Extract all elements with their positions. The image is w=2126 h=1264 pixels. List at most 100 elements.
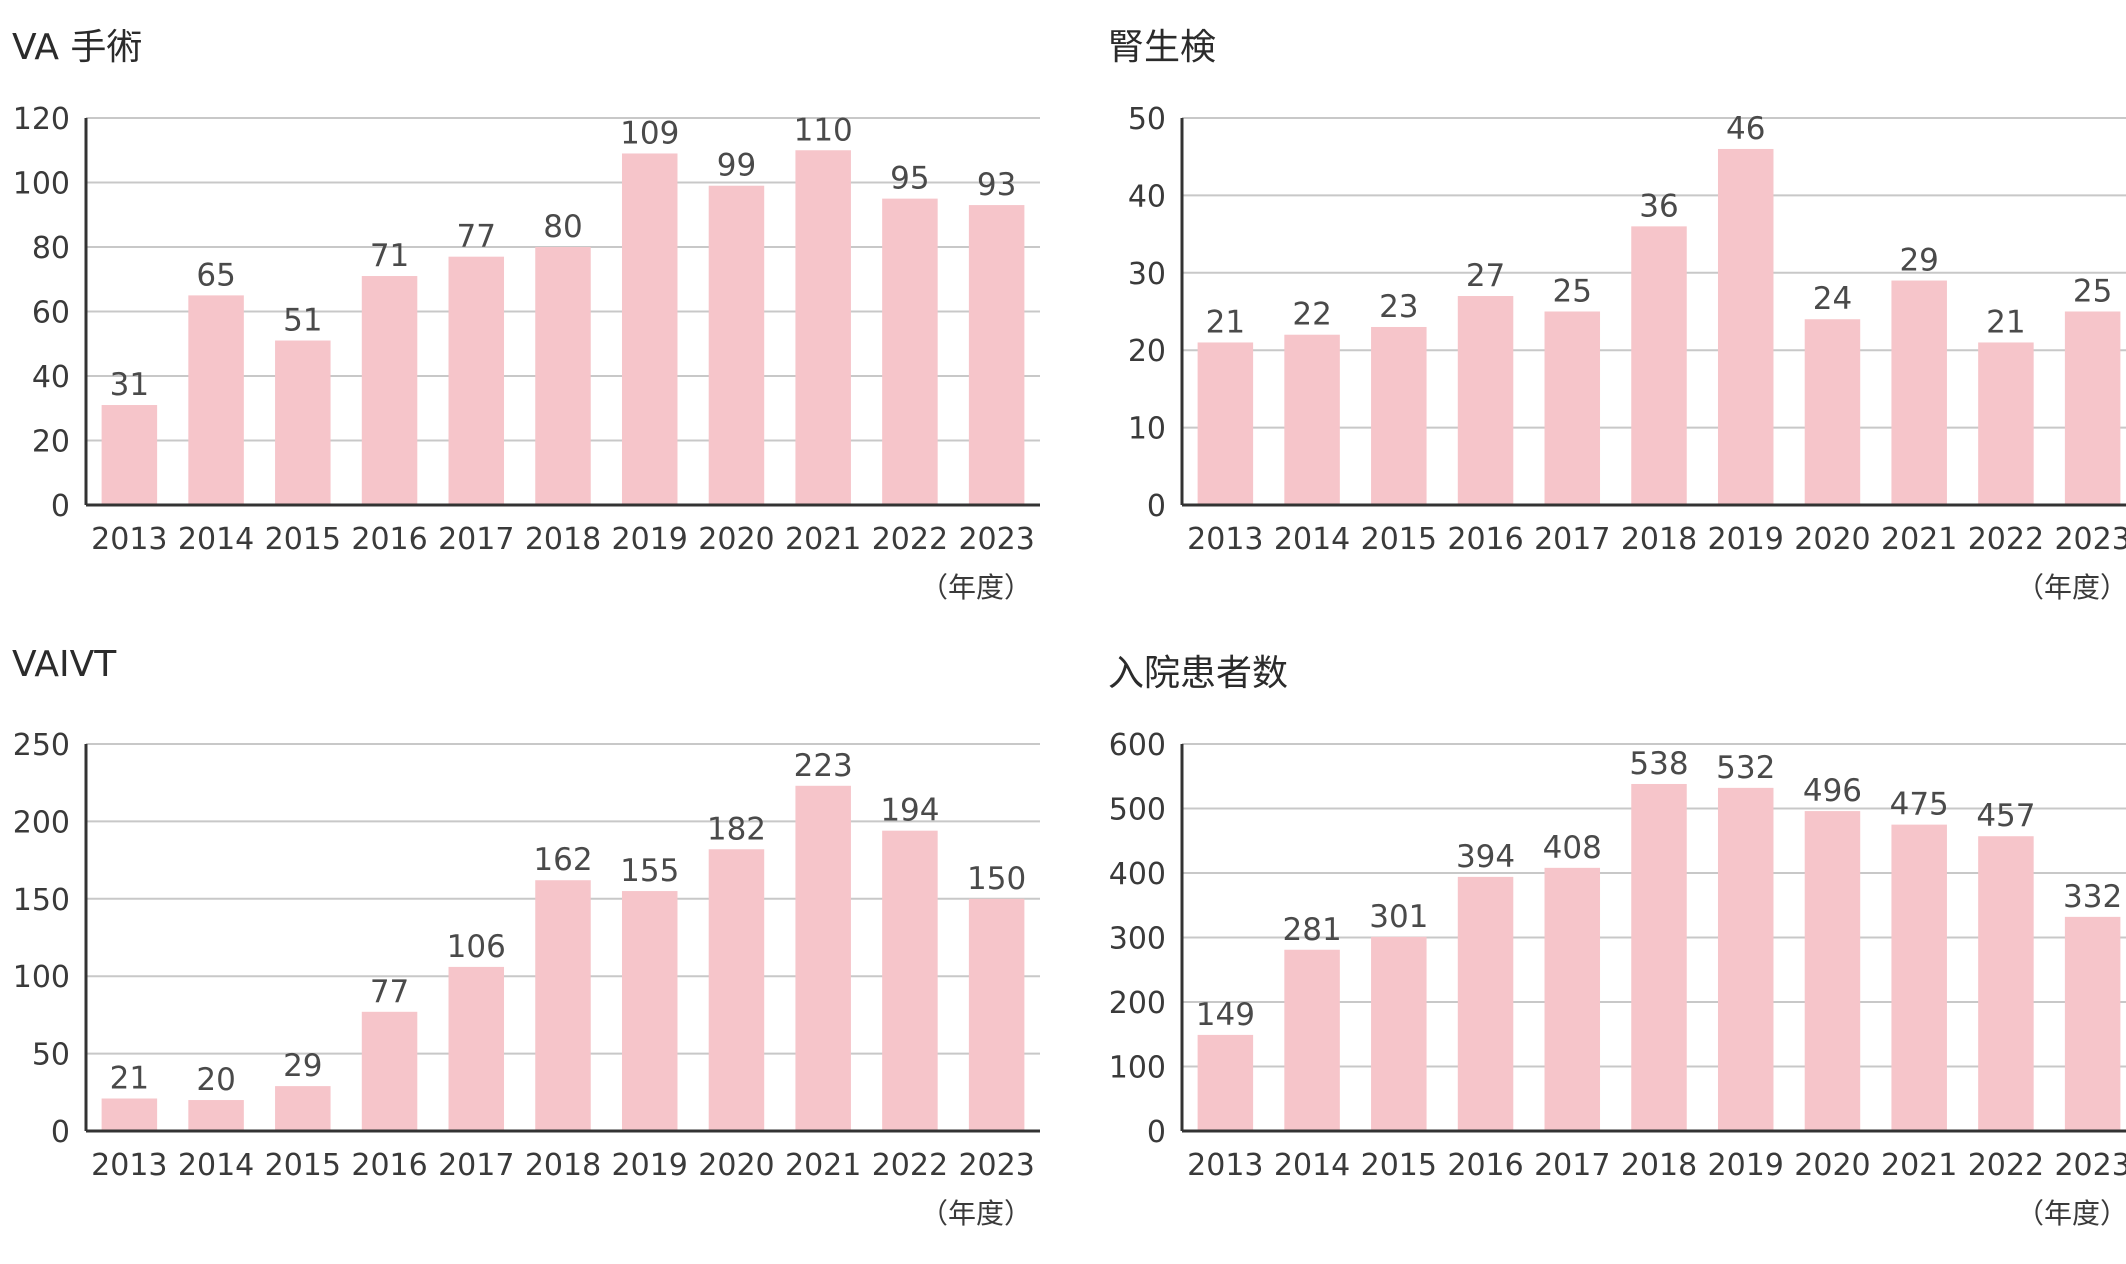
- x-tick-label: 2021: [1881, 1148, 1957, 1183]
- chart-panel-vaivt: VAIVT 0 50 100 150 200 250 21 2013 20 2014 29 2015 7…: [0, 626, 1050, 1246]
- x-tick-label: 2015: [265, 1148, 341, 1183]
- x-unit-label: （年度）: [920, 571, 1032, 604]
- y-tick-label: 10: [1128, 412, 1166, 447]
- data-label: 65: [196, 257, 235, 293]
- bar: [188, 295, 244, 505]
- y-tick-label: 0: [51, 489, 70, 524]
- x-tick-label: 2020: [1794, 522, 1870, 557]
- bar: [1457, 876, 1514, 1131]
- x-tick-label: 2017: [1534, 522, 1610, 557]
- bar: [1978, 836, 2034, 1131]
- x-tick-label: 2020: [698, 522, 774, 557]
- data-label: 394: [1456, 839, 1515, 875]
- x-tick-label: 2014: [1274, 522, 1350, 557]
- x-tick-label: 2015: [1361, 522, 1437, 557]
- data-label: 182: [707, 811, 766, 847]
- x-tick-label: 2020: [698, 1148, 774, 1183]
- data-label: 150: [967, 861, 1026, 897]
- x-tick-label: 2018: [525, 522, 601, 557]
- y-tick-label: 40: [1128, 179, 1166, 214]
- x-tick-label: 2016: [351, 522, 427, 557]
- bar: [101, 405, 158, 505]
- y-tick-label: 40: [32, 360, 70, 395]
- bar: [1891, 280, 1947, 505]
- bar: [1371, 326, 1427, 505]
- bar: [1717, 787, 1774, 1131]
- x-tick-label: 2018: [1621, 1148, 1697, 1183]
- data-label: 36: [1639, 188, 1678, 224]
- x-tick-label: 2013: [91, 522, 167, 557]
- y-tick-label: 150: [13, 883, 70, 918]
- data-label: 22: [1292, 297, 1331, 333]
- x-tick-label: 2013: [1187, 1148, 1263, 1183]
- bar: [621, 891, 678, 1131]
- x-unit-label: （年度）: [2016, 1197, 2126, 1230]
- y-tick-label: 50: [32, 1038, 70, 1073]
- x-tick-label: 2013: [1187, 522, 1263, 557]
- x-tick-label: 2019: [1708, 522, 1784, 557]
- data-label: 23: [1379, 289, 1418, 325]
- x-tick-label: 2019: [1708, 1148, 1784, 1183]
- data-label: 46: [1726, 111, 1765, 147]
- bar: [448, 256, 505, 505]
- x-tick-label: 2023: [958, 1148, 1034, 1183]
- bar: [882, 198, 938, 505]
- data-label: 93: [977, 167, 1016, 203]
- data-label: 51: [283, 303, 322, 339]
- bar: [275, 340, 331, 505]
- data-label: 301: [1369, 899, 1428, 935]
- x-tick-label: 2021: [785, 1148, 861, 1183]
- x-tick-label: 2021: [1881, 522, 1957, 557]
- bar: [968, 205, 1025, 505]
- data-label: 71: [370, 238, 409, 274]
- bar-chart: 0 50 100 150 200 250 21 2013 20 2014 29 2015 77 2016 1…: [13, 728, 1040, 1230]
- x-tick-label: 2013: [91, 1148, 167, 1183]
- x-tick-label: 2017: [438, 1148, 514, 1183]
- bar: [1457, 296, 1514, 505]
- data-label: 110: [794, 112, 853, 148]
- chart-title: 腎生検: [1108, 27, 1217, 68]
- x-tick-label: 2015: [1361, 1148, 1437, 1183]
- bar: [1284, 334, 1340, 505]
- x-tick-label: 2015: [265, 522, 341, 557]
- data-label: 106: [447, 929, 506, 965]
- x-tick-label: 2018: [525, 1148, 601, 1183]
- bar: [1284, 949, 1340, 1131]
- bar-chart: 0 20 40 60 80 100 120 31 2013 65 2014 51 2015 71 2016 7…: [13, 102, 1040, 604]
- bar: [968, 898, 1025, 1131]
- y-tick-label: 100: [13, 960, 70, 995]
- x-tick-label: 2014: [1274, 1148, 1350, 1183]
- y-tick-label: 600: [1109, 728, 1166, 763]
- x-tick-label: 2023: [2054, 1148, 2126, 1183]
- bar: [101, 1098, 158, 1131]
- bar: [882, 830, 938, 1131]
- x-tick-label: 2016: [1447, 522, 1523, 557]
- chart-panel-inpatients: 入院患者数 0 100 200 300 400 500 600 149 2013 281 2014 3…: [1096, 626, 2126, 1246]
- bar: [1544, 311, 1601, 505]
- data-label: 21: [1986, 304, 2025, 340]
- y-tick-label: 60: [32, 296, 70, 331]
- data-label: 24: [1813, 281, 1852, 317]
- data-label: 20: [196, 1062, 235, 1098]
- y-tick-label: 20: [1128, 334, 1166, 369]
- chart-title: 入院患者数: [1108, 653, 1289, 694]
- x-tick-label: 2014: [178, 1148, 254, 1183]
- y-tick-label: 500: [1109, 793, 1166, 828]
- y-tick-label: 100: [1109, 1051, 1166, 1086]
- y-tick-label: 200: [1109, 986, 1166, 1021]
- y-tick-label: 400: [1109, 857, 1166, 892]
- data-label: 281: [1283, 912, 1342, 948]
- data-label: 496: [1803, 773, 1862, 809]
- chart-panel-va-surgery: VA 手術 0 20 40 60 80 100 120 31 2013 65 2014 51 2015 7…: [0, 0, 1050, 620]
- data-label: 155: [620, 853, 679, 889]
- data-label: 31: [110, 367, 149, 403]
- bar: [1197, 342, 1254, 505]
- bar: [1804, 811, 1861, 1131]
- x-unit-label: （年度）: [2016, 571, 2126, 604]
- data-label: 332: [2063, 879, 2122, 915]
- bar-chart: 0 100 200 300 400 500 600 149 2013 281 2014 301 2015…: [1109, 728, 2126, 1230]
- chart-title: VA 手術: [12, 27, 143, 68]
- bar: [708, 185, 765, 505]
- x-tick-label: 2016: [351, 1148, 427, 1183]
- bar: [448, 966, 505, 1131]
